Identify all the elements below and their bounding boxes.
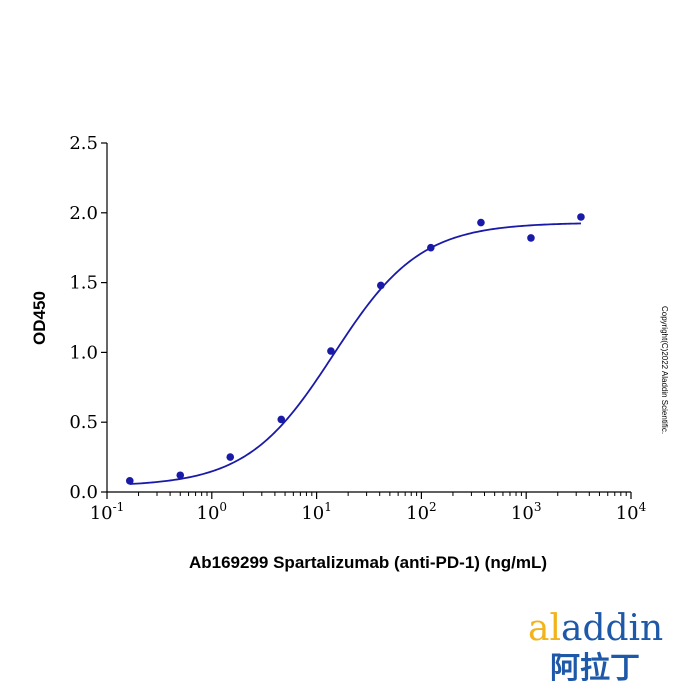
data-point xyxy=(377,281,385,290)
data-point xyxy=(477,218,485,227)
y-tick-label: 2.5 xyxy=(69,133,98,154)
logo-chinese: 阿拉丁 xyxy=(550,651,640,686)
fit-curve xyxy=(129,222,581,485)
x-tick-label: 10-1 xyxy=(90,500,125,524)
x-axis-label: Ab169299 Spartalizumab (anti-PD-1) (ng/m… xyxy=(189,553,547,572)
x-tick-label: 100 xyxy=(197,500,228,524)
y-tick-label: 0.0 xyxy=(69,482,98,503)
y-tick-label: 2.0 xyxy=(69,203,98,224)
data-point xyxy=(176,471,185,480)
y-axis-label: OD450 xyxy=(30,291,49,345)
ticks: 0.0 0.5 1.0 1.5 2.0 2.5 10-1 100 101 102 103 104 xyxy=(69,133,646,524)
y-tick-label: 1.5 xyxy=(69,273,98,294)
y-tick-label: 1.0 xyxy=(69,342,98,363)
data-point xyxy=(226,453,235,461)
x-tick-label: 102 xyxy=(406,500,437,524)
logo-wordmark: aladdin xyxy=(528,608,663,649)
x-tick-label: 103 xyxy=(511,500,542,524)
data-point xyxy=(427,243,435,252)
data-point xyxy=(527,234,535,242)
x-tick-label: 101 xyxy=(301,500,332,524)
aladdin-logo: aladdin 阿拉丁 xyxy=(528,608,663,686)
data-point xyxy=(327,347,335,355)
x-tick-label: 104 xyxy=(616,500,647,524)
axes xyxy=(106,143,631,493)
data-point xyxy=(277,415,286,424)
data-point xyxy=(577,213,585,221)
data-points xyxy=(125,213,585,485)
copyright-note: Copyright(C)2022 Aladdin Scientific. xyxy=(660,306,669,434)
data-point xyxy=(125,477,134,485)
y-tick-label: 0.5 xyxy=(69,412,98,433)
